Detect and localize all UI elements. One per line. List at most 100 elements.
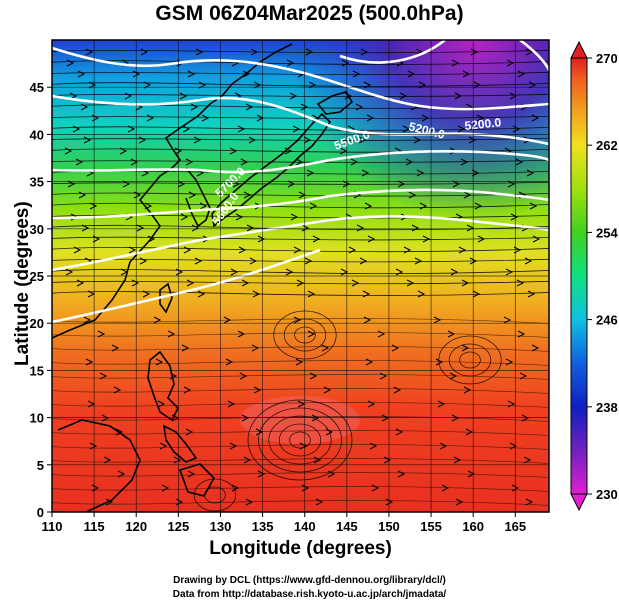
colorbar-tick-label-254: 254 [596,225,618,240]
streamline-arrow-9-420 [413,136,422,144]
streamline-arrow-1-257 [250,48,259,56]
streamline-arrow-22-83 [76,279,85,287]
colorbar-bottom-arrow [570,493,588,512]
streamline-arrow-19-520 [513,246,522,254]
streamline-arrow-18-484 [477,235,486,243]
colorbar-bar [570,57,588,495]
streamline-arrow-3-249 [242,70,251,78]
streamline-south-348 [52,346,549,352]
y-tick-label-25: 25 [30,269,44,284]
streamline-arrow-19-135 [128,246,137,254]
streamline-arrow-13-184 [177,180,186,188]
streamline-arrow-5-516 [509,92,518,100]
streamline-south-arrow-474-264 [257,470,266,478]
x-tick-label-110: 110 [42,519,63,534]
streamline-south-arrow-474-334 [327,470,336,478]
contour-5500 [52,149,549,174]
streamline-south-arrow-376-526 [519,372,528,380]
streamline-arrow-8-464 [457,125,466,133]
streamline-south-502 [52,500,549,506]
streamline-south-arrow-334-174 [167,330,176,338]
streamline-arrow-12-368 [361,169,370,177]
streamline-south-arrow-320-370 [363,316,372,324]
streamline-arrow-6-362 [355,103,364,111]
grid-lines [52,40,549,512]
y-axis-ticks: 0 5 10 15 20 25 30 35 40 45 [30,80,52,520]
streamline-arrow-20-256 [249,257,258,265]
streamline-arrow-7-538 [531,114,540,122]
streamline-south-arrow-488-308 [301,484,310,492]
streamline-arrow-19-300 [293,246,302,254]
streamline-arrow-15-371 [364,202,373,210]
streamline-arrow-8-409 [402,125,411,133]
streamline-arrow-8-244 [237,125,246,133]
streamline-arrow-20-476 [469,257,478,265]
streamline-arrow-16-517 [510,213,519,221]
streamline-south-arrow-418-248 [241,414,250,422]
streamline-south-arrow-362-162 [155,358,164,366]
streamline-south-arrow-362-232 [225,358,234,366]
streamline-arrow-3-524 [517,70,526,78]
streamline-south-arrow-418-458 [451,414,460,422]
y-tick-label-35: 35 [30,175,44,190]
streamline-arrow-12-148 [141,169,150,177]
streamline-arrow-9-475 [468,136,477,144]
streamline-arrow-21-402 [395,268,404,276]
streamline-arrow-13-129 [122,180,131,188]
streamline-arrow-21-512 [505,268,514,276]
streamline-arrow-18-539 [532,235,541,243]
y-tick-label-10: 10 [30,411,44,426]
streamline-arrow-1-312 [305,48,314,56]
warm-patch [240,396,360,444]
streamline-arrow-19-245 [238,246,247,254]
streamline-south-arrow-460-180 [173,456,182,464]
streamline-south-arrow-390-260 [253,386,262,394]
streamline-south-arrow-404-444 [437,400,446,408]
colorbar-tick-label-270: 270 [596,51,618,66]
contour-5800 [52,248,321,324]
streamline-arrow-9-90 [83,136,92,144]
streamline-south-arrow-432-192 [185,428,194,436]
colorbar-tick-label-262: 262 [596,138,618,153]
streamline-arrow-3-414 [407,70,416,78]
streamline-arrow-22-193 [186,279,195,287]
streamline-arrow-20-366 [359,257,368,265]
coastline-japan [211,112,332,228]
streamline-arrow-7-263 [256,114,265,122]
x-tick-label-140: 140 [294,519,316,534]
streamline-10 [52,159,549,163]
streamline-3 [52,82,549,87]
streamline-arrow-17-308 [301,224,310,232]
x-tick-label-160: 160 [462,519,484,534]
streamline-14 [52,202,549,209]
x-axis-ticks: 110 115 120 125 130 135 140 145 150 155 160 165 [42,512,526,534]
streamline-south-arrow-474-474 [467,470,476,478]
streamline-arrow-18-264 [257,235,266,243]
streamline-arrow-8-299 [292,125,301,133]
streamline-south-arrow-376-106 [99,372,108,380]
streamline-arrow-19-410 [403,246,412,254]
streamline-arrow-21-237 [230,268,239,276]
streamline-arrow-10-346 [339,147,348,155]
streamline-south-arrow-348-398 [391,344,400,352]
streamline-arrow-6-197 [190,103,199,111]
streamline-arrow-2-458 [451,59,460,67]
vortex-2-32 [257,407,342,473]
streamline-arrow-11-467 [460,158,469,166]
streamline-arrow-11-247 [240,158,249,166]
streamline-arrow-6-307 [300,103,309,111]
streamline-arrow-11-522 [515,158,524,166]
streamline-arrow-23-204 [197,290,206,298]
streamline-south-arrow-488-518 [511,484,520,492]
streamline-south-arrow-446-166 [159,442,168,450]
streamline-south-arrow-348-118 [111,344,120,352]
streamline-south-arrow-376-386 [379,372,388,380]
streamline-arrow-3-139 [132,70,141,78]
streamline-arrow-14-470 [463,191,472,199]
streamline-south-arrow-418-318 [311,414,320,422]
streamline-south-arrow-404-164 [157,400,166,408]
streamline-arrow-12-533 [526,169,535,177]
streamline-arrow-16-187 [180,213,189,221]
streamline-arrow-11-302 [295,158,304,166]
streamline-arrow-17-143 [136,224,145,232]
